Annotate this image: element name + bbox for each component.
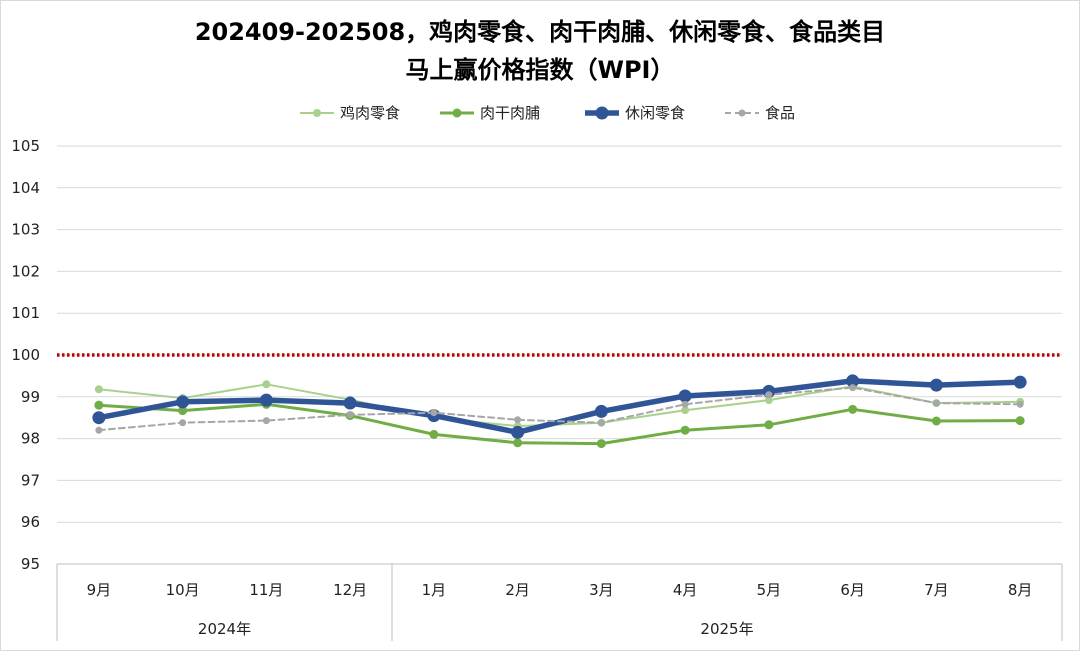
- data-point: [346, 411, 354, 419]
- data-point: [597, 419, 605, 427]
- y-tick-label: 98: [21, 430, 40, 448]
- legend-item: 肉干肉脯: [440, 104, 540, 122]
- x-tick-label: 3月: [589, 581, 614, 599]
- legend-label: 休闲零食: [625, 104, 685, 122]
- data-point: [680, 425, 690, 435]
- data-point: [931, 416, 941, 426]
- data-point: [764, 396, 773, 405]
- series-line: [97, 386, 1022, 432]
- series-line: [97, 402, 1022, 446]
- data-point: [92, 411, 106, 425]
- x-tick-label: 6月: [840, 581, 865, 599]
- year-group-label: 2025年: [700, 620, 753, 638]
- y-axis: 95 96 97 98 99 100 101 102 103 104 105: [11, 137, 40, 573]
- x-tick-label: 2月: [505, 581, 530, 599]
- data-point: [765, 391, 773, 399]
- y-tick-label: 101: [11, 304, 40, 322]
- data-point: [95, 426, 103, 434]
- legend-swatch-marker: [595, 106, 609, 120]
- data-point: [259, 393, 273, 407]
- y-tick-label: 95: [21, 555, 40, 573]
- series-group: [92, 374, 1027, 449]
- legend-item: 休闲零食: [585, 104, 685, 122]
- x-tick-label: 5月: [757, 581, 782, 599]
- data-point: [846, 374, 860, 388]
- data-point: [596, 439, 606, 449]
- x-tick-label: 9月: [87, 581, 112, 599]
- data-point: [681, 406, 690, 415]
- legend-label: 食品: [765, 104, 795, 122]
- y-tick-label: 104: [11, 179, 40, 197]
- x-tick-label: 4月: [673, 581, 698, 599]
- year-group-label: 2024年: [198, 620, 251, 638]
- data-point: [178, 406, 188, 416]
- data-point: [513, 438, 523, 448]
- data-point: [262, 417, 270, 425]
- data-point: [176, 395, 190, 409]
- legend-swatch-marker: [738, 109, 746, 117]
- y-tick-label: 96: [21, 513, 40, 531]
- x-tick-label: 1月: [422, 581, 447, 599]
- data-point: [179, 419, 187, 427]
- data-point: [594, 404, 608, 418]
- data-point: [929, 378, 943, 392]
- x-axis: 9月 10月 11月 12月 1月 2月 3月 4月 5月 6月 7月 8月 2024年 2025年: [56, 563, 1063, 641]
- chart-title-line2: 马上赢价格指数（WPI）: [406, 56, 675, 84]
- legend-label: 肉干肉脯: [480, 104, 540, 122]
- data-point: [1015, 416, 1025, 426]
- data-point: [681, 400, 689, 408]
- x-tick-label: 10月: [166, 581, 200, 599]
- legend-swatch-marker: [313, 109, 321, 117]
- y-tick-label: 103: [11, 221, 40, 239]
- data-point: [1016, 400, 1024, 408]
- data-point: [1013, 375, 1027, 389]
- x-tick-label: 11月: [249, 581, 283, 599]
- x-tick-label: 12月: [333, 581, 367, 599]
- data-point: [511, 425, 525, 439]
- data-point: [94, 385, 103, 394]
- data-point: [429, 429, 439, 439]
- data-point: [430, 409, 438, 417]
- series-3: [95, 384, 1024, 434]
- legend-item: 食品: [725, 104, 795, 122]
- x-tick-label: 8月: [1008, 581, 1033, 599]
- data-point: [848, 404, 858, 414]
- data-point: [262, 380, 271, 389]
- y-tick-label: 102: [11, 262, 40, 280]
- y-tick-label: 99: [21, 388, 40, 406]
- data-point: [514, 416, 522, 424]
- legend: 鸡肉零食 肉干肉脯 休闲零食 食品: [300, 104, 795, 122]
- legend-label: 鸡肉零食: [340, 104, 400, 122]
- data-point: [678, 389, 692, 403]
- data-point: [94, 400, 104, 410]
- legend-item: 鸡肉零食: [300, 104, 400, 122]
- chart-title-line1: 202409-202508，鸡肉零食、肉干肉脯、休闲零食、食品类目: [195, 18, 885, 46]
- legend-swatch-marker: [452, 108, 462, 118]
- data-point: [343, 396, 357, 410]
- data-point: [764, 420, 774, 430]
- data-point: [849, 384, 857, 392]
- y-tick-label: 105: [11, 137, 40, 155]
- y-tick-label: 97: [21, 471, 40, 489]
- x-tick-label: 7月: [924, 581, 949, 599]
- y-tick-label: 100: [11, 346, 40, 364]
- data-point: [932, 399, 940, 407]
